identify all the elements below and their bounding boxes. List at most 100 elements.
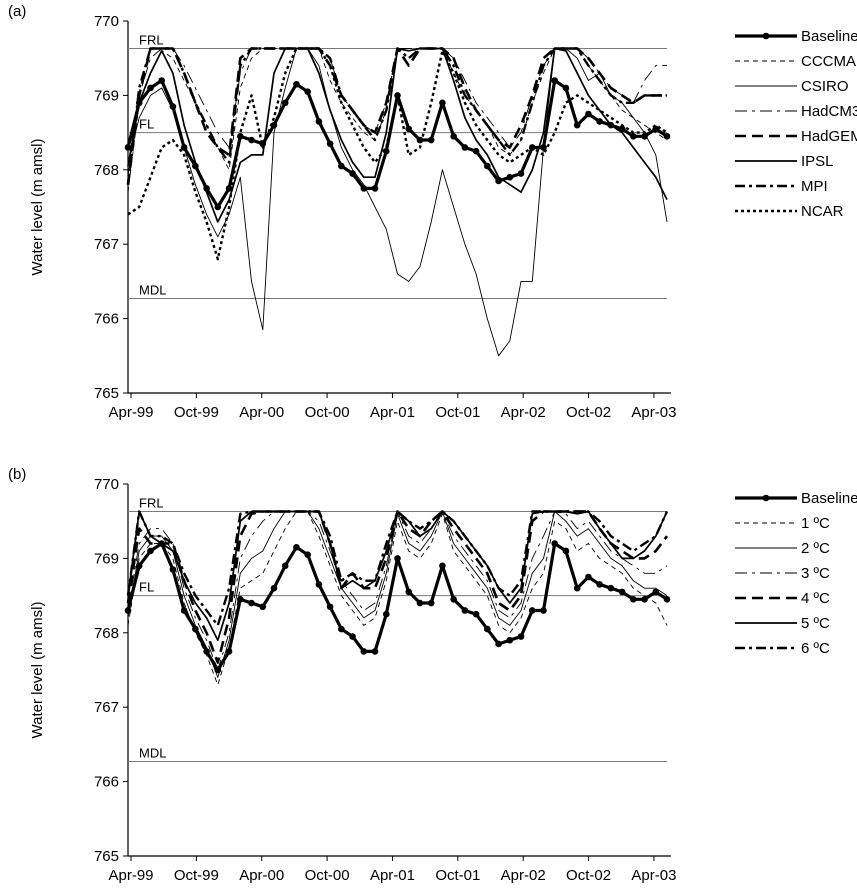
- baseline-point: [225, 648, 233, 655]
- y-axis-label: Water level (m amsl): [29, 602, 46, 739]
- baseline-point: [281, 562, 289, 570]
- baseline-point: [382, 147, 390, 155]
- baseline-point: [124, 607, 132, 614]
- baseline-point: [236, 596, 244, 603]
- series-line-ipsl: [127, 47, 668, 223]
- baseline-point: [630, 133, 637, 140]
- baseline-point: [641, 133, 648, 140]
- baseline-point: [495, 177, 502, 185]
- legend-label-baseline: Baseline: [801, 28, 857, 45]
- baseline-point: [427, 136, 435, 144]
- x-tick-label: Apr-03: [631, 867, 676, 884]
- series-line-ncar: [127, 47, 668, 261]
- y-tick-label: 766: [94, 311, 119, 328]
- baseline-point: [169, 103, 177, 110]
- baseline-point: [214, 666, 222, 674]
- baseline-point: [573, 584, 581, 592]
- y-tick-label: 765: [94, 385, 119, 402]
- baseline-point: [394, 555, 401, 562]
- baseline-point: [484, 162, 491, 170]
- baseline-point: [506, 636, 514, 644]
- baseline-point: [439, 562, 446, 570]
- baseline-point: [461, 144, 469, 151]
- baseline-point: [371, 185, 379, 192]
- y-tick-label: 768: [94, 162, 119, 179]
- baseline-point: [405, 588, 413, 596]
- baseline-point: [618, 125, 626, 133]
- x-tick-label: Oct-99: [174, 867, 219, 884]
- baseline-point: [652, 588, 660, 596]
- panel-a: (a) 765 766 767 768 769 770 Apr-99 Oct-99 Apr-00 O…: [8, 3, 857, 421]
- y-axis-label: Water level (m amsl): [29, 139, 46, 276]
- baseline-point: [472, 147, 480, 155]
- baseline-point: [270, 121, 278, 129]
- baseline-point: [663, 596, 671, 603]
- x-tick-label: Oct-01: [435, 867, 480, 884]
- baseline-point: [192, 625, 199, 633]
- legend-label-2-c: 2 ºC: [801, 540, 830, 557]
- baseline-point: [203, 185, 210, 192]
- panel-b: (b) 765 766 767 768 769 770 Apr-99 Oct-99 Apr-00 O…: [8, 466, 857, 884]
- y-tick-label: 766: [94, 774, 119, 791]
- baseline-point: [349, 633, 356, 640]
- baseline-point: [506, 173, 514, 181]
- baseline-point: [326, 603, 334, 611]
- reference-label-frl: FRL: [139, 33, 164, 48]
- baseline-point: [259, 140, 267, 148]
- y-tick-label: 770: [94, 13, 119, 30]
- x-tick-label: Apr-02: [501, 867, 546, 884]
- series-line-cccma: [127, 48, 668, 193]
- baseline-point: [416, 599, 424, 607]
- legend-label-1-c: 1 ºC: [801, 515, 830, 532]
- baseline-point: [663, 133, 671, 140]
- x-tick-label: Oct-02: [566, 404, 611, 421]
- baseline-point: [315, 118, 323, 125]
- series-line-5-c: [127, 510, 668, 642]
- x-tick-label: Apr-99: [108, 404, 153, 421]
- baseline-point: [472, 610, 480, 618]
- baseline-point: [135, 99, 143, 107]
- y-tick-label: 767: [94, 236, 119, 253]
- baseline-point: [562, 547, 570, 555]
- series-line-1-c: [127, 511, 668, 686]
- baseline-point: [540, 144, 547, 151]
- x-tick-label: Oct-01: [435, 404, 480, 421]
- baseline-point: [270, 584, 278, 592]
- baseline-point: [248, 599, 255, 607]
- legend-label-hadcm3: HadCM3: [801, 103, 857, 120]
- legend: Baseline CCCMA CSIRO HadCM3 HadGEM1 IPSL MPI NC…: [735, 28, 857, 220]
- baseline-point: [304, 551, 311, 558]
- baseline-point: [338, 162, 345, 170]
- baseline-point: [517, 170, 525, 177]
- reference-label-fl: FL: [139, 580, 154, 595]
- series-line-3-c: [127, 511, 668, 671]
- baseline-point: [495, 640, 502, 648]
- y-tick-label: 765: [94, 848, 119, 865]
- baseline-point: [371, 648, 379, 655]
- baseline-point: [450, 596, 457, 603]
- baseline-point: [641, 596, 648, 603]
- baseline-point: [528, 607, 536, 614]
- baseline-point: [326, 140, 334, 148]
- x-tick-label: Oct-00: [305, 867, 350, 884]
- baseline-point: [596, 581, 603, 588]
- baseline-point: [551, 77, 559, 84]
- y-tick-label: 769: [94, 550, 119, 567]
- baseline-point: [618, 588, 626, 596]
- baseline-point: [315, 581, 323, 588]
- reference-label-mdl: MDL: [139, 746, 166, 761]
- x-tick-label: Apr-00: [239, 867, 284, 884]
- legend-label-baseline: Baseline: [801, 490, 857, 507]
- baseline-point: [158, 540, 165, 547]
- baseline-point: [304, 88, 311, 95]
- baseline-point: [281, 99, 289, 107]
- y-tick-label: 767: [94, 699, 119, 716]
- baseline-point: [528, 144, 536, 151]
- legend-label-6-c: 6 ºC: [801, 640, 830, 657]
- y-tick-label: 768: [94, 625, 119, 642]
- legend-marker: [762, 32, 770, 40]
- legend-label-4-c: 4 ºC: [801, 590, 830, 607]
- x-tick-label: Apr-02: [501, 404, 546, 421]
- baseline-point: [259, 603, 267, 611]
